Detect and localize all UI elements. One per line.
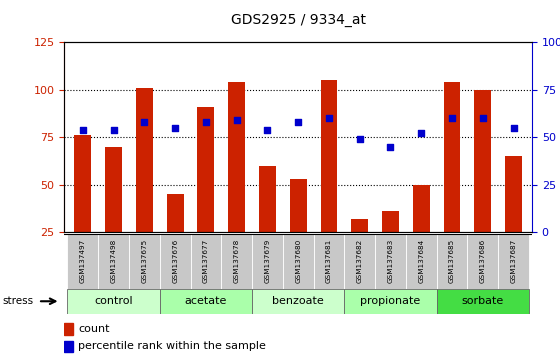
- Point: [355, 136, 364, 142]
- Text: GSM137678: GSM137678: [234, 239, 240, 283]
- FancyBboxPatch shape: [344, 289, 437, 314]
- Point: [386, 144, 395, 149]
- FancyBboxPatch shape: [190, 234, 221, 289]
- Point: [417, 131, 426, 136]
- Bar: [136, 88, 153, 279]
- Text: GSM137680: GSM137680: [295, 239, 301, 283]
- Text: GSM137685: GSM137685: [449, 239, 455, 283]
- Bar: [105, 147, 122, 279]
- Point: [232, 117, 241, 123]
- Bar: [320, 80, 338, 279]
- Point: [140, 119, 149, 125]
- Text: GDS2925 / 9334_at: GDS2925 / 9334_at: [231, 12, 366, 27]
- Bar: [474, 90, 491, 279]
- FancyBboxPatch shape: [437, 289, 529, 314]
- FancyBboxPatch shape: [498, 234, 529, 289]
- FancyBboxPatch shape: [67, 234, 98, 289]
- Text: GSM137498: GSM137498: [111, 239, 116, 283]
- Text: count: count: [78, 324, 110, 334]
- Bar: [351, 219, 368, 279]
- Point: [171, 125, 180, 131]
- Bar: [413, 184, 430, 279]
- Text: sorbate: sorbate: [461, 296, 504, 306]
- Text: GSM137677: GSM137677: [203, 239, 209, 283]
- Bar: [290, 179, 307, 279]
- Text: GSM137687: GSM137687: [511, 239, 516, 283]
- Point: [509, 125, 518, 131]
- Bar: [505, 156, 522, 279]
- Text: control: control: [94, 296, 133, 306]
- Text: GSM137682: GSM137682: [357, 239, 363, 283]
- Point: [78, 127, 87, 132]
- Text: GSM137676: GSM137676: [172, 239, 178, 283]
- Bar: [382, 211, 399, 279]
- Text: GSM137497: GSM137497: [80, 239, 86, 283]
- Text: GSM137684: GSM137684: [418, 239, 424, 283]
- Point: [324, 115, 333, 121]
- FancyBboxPatch shape: [160, 234, 190, 289]
- Bar: [228, 82, 245, 279]
- Bar: [167, 194, 184, 279]
- Bar: [64, 323, 73, 335]
- FancyBboxPatch shape: [437, 234, 468, 289]
- FancyBboxPatch shape: [375, 234, 406, 289]
- Text: benzoate: benzoate: [272, 296, 324, 306]
- Point: [202, 119, 211, 125]
- FancyBboxPatch shape: [98, 234, 129, 289]
- Bar: [259, 166, 276, 279]
- Text: propionate: propionate: [361, 296, 421, 306]
- Point: [478, 115, 487, 121]
- Bar: [64, 341, 73, 352]
- FancyBboxPatch shape: [314, 234, 344, 289]
- Text: stress: stress: [3, 296, 34, 306]
- Text: percentile rank within the sample: percentile rank within the sample: [78, 341, 266, 351]
- Point: [109, 127, 118, 132]
- Text: GSM137686: GSM137686: [480, 239, 486, 283]
- FancyBboxPatch shape: [221, 234, 252, 289]
- FancyBboxPatch shape: [468, 234, 498, 289]
- FancyBboxPatch shape: [283, 234, 314, 289]
- Bar: [198, 107, 214, 279]
- Point: [263, 127, 272, 132]
- Text: acetate: acetate: [185, 296, 227, 306]
- Bar: [74, 135, 91, 279]
- FancyBboxPatch shape: [252, 234, 283, 289]
- FancyBboxPatch shape: [129, 234, 160, 289]
- Text: GSM137679: GSM137679: [264, 239, 270, 283]
- FancyBboxPatch shape: [252, 289, 344, 314]
- Point: [293, 119, 302, 125]
- FancyBboxPatch shape: [67, 289, 160, 314]
- Bar: [444, 82, 460, 279]
- Text: GSM137675: GSM137675: [141, 239, 147, 283]
- FancyBboxPatch shape: [344, 234, 375, 289]
- Point: [447, 115, 456, 121]
- FancyBboxPatch shape: [160, 289, 252, 314]
- Text: GSM137683: GSM137683: [388, 239, 394, 283]
- Text: GSM137681: GSM137681: [326, 239, 332, 283]
- FancyBboxPatch shape: [406, 234, 437, 289]
